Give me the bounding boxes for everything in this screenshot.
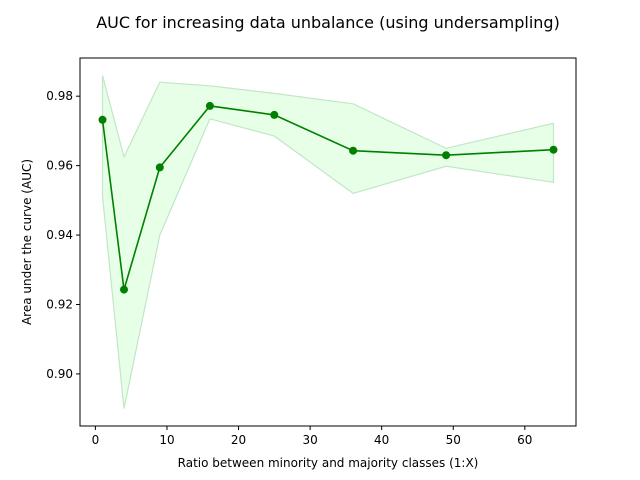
x-tick-label: 0 [92,433,100,447]
x-tick-label: 60 [517,433,532,447]
y-tick-label: 0.92 [46,297,73,311]
confidence-band-0 [101,75,555,409]
y-axis-label: Area under the curve (AUC) [20,159,34,325]
data-point [155,163,164,172]
x-tick-label: 50 [446,433,461,447]
data-point [205,101,214,110]
data-point [549,145,558,154]
x-axis-label: Ratio between minority and majority clas… [178,456,479,470]
data-point [442,151,451,160]
data-point [349,146,358,155]
y-tick-label: 0.94 [46,228,73,242]
axes-frame [79,57,577,427]
y-tick-label: 0.96 [46,159,73,173]
series-line-0 [101,105,554,290]
data-point [270,110,279,119]
x-tick-label: 40 [374,433,389,447]
y-tick-label: 0.90 [46,367,73,381]
x-tick-label: 10 [159,433,174,447]
x-tick-label: 30 [302,433,317,447]
chart-title: AUC for increasing data unbalance (using… [96,13,560,32]
y-tick-label: 0.98 [46,89,73,103]
data-point [98,115,107,124]
data-point [120,285,128,294]
plot-area: 0 10 20 30 40 50 60 0.90 0.92 0.94 0.96 0.98 [46,57,577,447]
x-tick-label: 20 [231,433,246,447]
